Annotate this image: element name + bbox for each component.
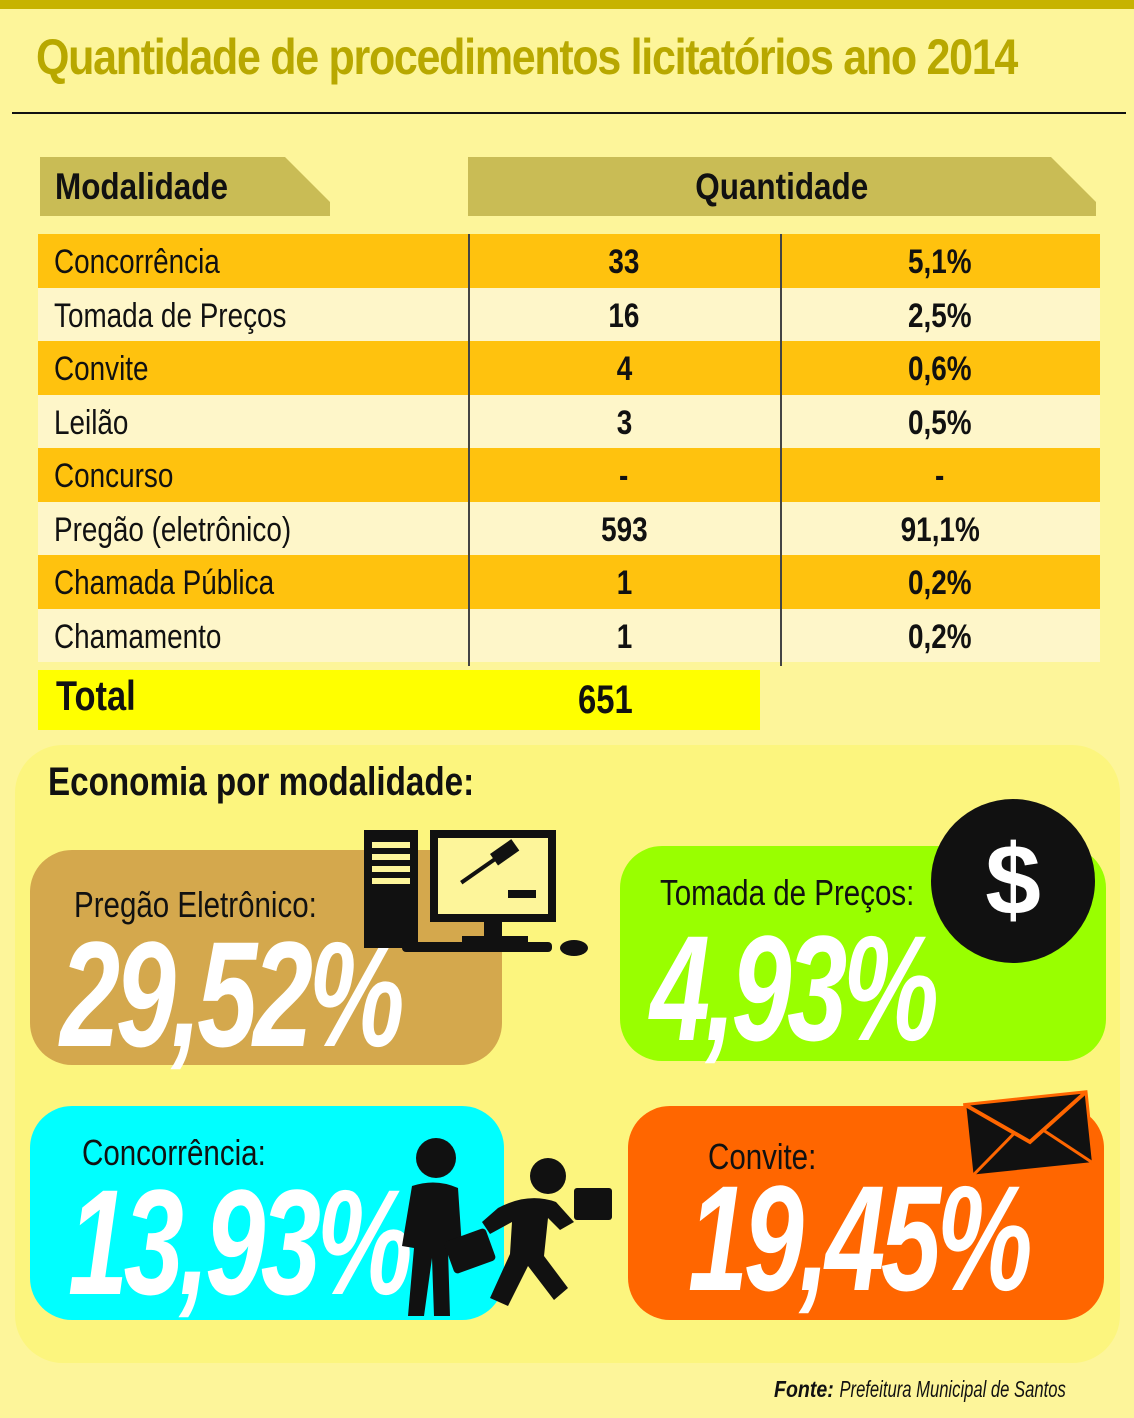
card-label: Convite:	[708, 1136, 817, 1177]
businessmen-race-icon	[402, 1138, 612, 1316]
card-label: Pregão Eletrônico:	[74, 884, 317, 925]
table-row: Tomada de Preços 16 2,5%	[38, 287, 1100, 341]
row-name: Concorrência	[54, 243, 220, 281]
table-row: Chamada Pública 1 0,2%	[38, 555, 1100, 609]
row-percent: 0,5%	[908, 403, 972, 442]
header-modalidade-label: Modalidade	[55, 166, 229, 207]
card-value: 13,93%	[68, 1158, 413, 1326]
row-name: Chamamento	[54, 617, 222, 656]
header-quantidade-label: Quantidade	[695, 166, 869, 207]
table-row: Leilão 3 0,5%	[38, 394, 1100, 448]
svg-text:$: $	[985, 824, 1041, 936]
source-label: Fonte:	[774, 1376, 834, 1402]
title-divider	[12, 112, 1126, 114]
page-title: Quantidade de procedimentos licitatórios…	[36, 29, 1018, 85]
column-divider	[780, 234, 782, 666]
table-row: Concorrência 33 5,1%	[38, 234, 1100, 288]
row-percent: 0,2%	[908, 617, 972, 656]
row-quantity: 16	[608, 296, 640, 335]
procedures-table: Concorrência 33 5,1% Tomada de Preços 16…	[38, 234, 1100, 662]
table-row: Concurso - -	[38, 448, 1100, 502]
row-quantity: 1	[616, 564, 632, 602]
card-value: 29,52%	[60, 910, 405, 1078]
row-percent: -	[935, 457, 945, 495]
table-row: Convite 4 0,6%	[38, 341, 1100, 395]
row-percent: 2,5%	[908, 296, 972, 335]
source-text: Prefeitura Municipal de Santos	[839, 1376, 1066, 1402]
row-quantity: 4	[616, 350, 632, 388]
source-note: Fonte: Prefeitura Municipal de Santos	[774, 1376, 1134, 1403]
total-row: Total 651	[38, 670, 760, 730]
card-label: Tomada de Preços:	[660, 872, 915, 913]
row-quantity: 3	[616, 403, 632, 442]
row-percent: 5,1%	[908, 243, 972, 281]
row-name: Pregão (eletrônico)	[54, 510, 292, 549]
row-quantity: 1	[616, 617, 632, 656]
card-tomada-de-precos: Tomada de Preços: 4,93%	[620, 846, 1106, 1072]
table-row: Chamamento 1 0,2%	[38, 608, 1100, 662]
row-name: Leilão	[54, 403, 129, 442]
column-divider	[468, 234, 470, 666]
total-value: 651	[578, 678, 633, 722]
row-quantity: 33	[608, 243, 640, 281]
card-value: 4,93%	[650, 904, 939, 1072]
header-quantidade: Quantidade	[468, 157, 1096, 216]
row-percent: 0,6%	[908, 350, 972, 388]
top-bar	[0, 0, 1134, 9]
dollar-icon: $	[931, 799, 1095, 963]
row-name: Chamada Pública	[54, 564, 275, 602]
card-pregao-eletronico: Pregão Eletrônico: 29,52%	[30, 850, 502, 1078]
card-label: Concorrência:	[82, 1132, 266, 1173]
header-modalidade: Modalidade	[40, 157, 330, 216]
row-name: Convite	[54, 350, 149, 388]
computer-auction-icon	[364, 830, 588, 956]
row-percent: 91,1%	[900, 510, 980, 549]
row-name: Concurso	[54, 457, 174, 495]
row-quantity: -	[619, 457, 629, 495]
table-row: Pregão (eletrônico) 593 91,1%	[38, 501, 1100, 555]
total-label: Total	[56, 672, 136, 719]
row-percent: 0,2%	[908, 564, 972, 602]
row-quantity: 593	[600, 510, 648, 549]
row-name: Tomada de Preços	[54, 296, 287, 335]
envelope-icon	[963, 1090, 1096, 1178]
card-value: 19,45%	[688, 1154, 1033, 1322]
economy-title: Economia por modalidade:	[48, 760, 475, 804]
